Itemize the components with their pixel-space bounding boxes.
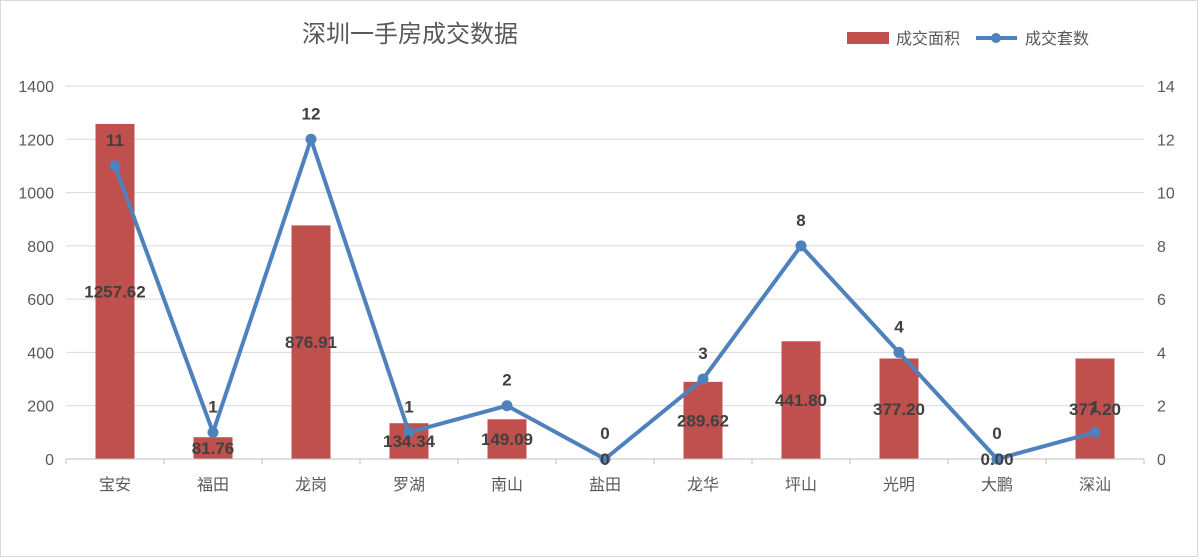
gridlines bbox=[66, 85, 1144, 460]
y-right-tick-label: 2 bbox=[1157, 399, 1166, 416]
line-series bbox=[109, 133, 1101, 465]
category-label: 宝安 bbox=[99, 475, 131, 494]
bar bbox=[1075, 358, 1115, 459]
line-data-label: 0 bbox=[600, 424, 609, 443]
bar-data-label: 876.91 bbox=[285, 333, 337, 352]
line-data-label: 8 bbox=[796, 211, 805, 230]
line-data-label: 4 bbox=[894, 317, 904, 336]
bar-data-label: 441.80 bbox=[775, 391, 827, 410]
y-left-tick-label: 0 bbox=[45, 452, 54, 469]
bar-data-label: 0.00 bbox=[980, 450, 1013, 469]
y-left-tick-label: 400 bbox=[27, 345, 54, 362]
legend-bar-swatch bbox=[847, 32, 889, 44]
category-label: 龙岗 bbox=[295, 475, 327, 494]
bar bbox=[683, 381, 723, 459]
category-label: 大鹏 bbox=[981, 475, 1013, 494]
line-point bbox=[109, 160, 121, 172]
category-label: 罗湖 bbox=[393, 475, 425, 494]
line-point bbox=[893, 346, 905, 358]
bar-data-label: 377.20 bbox=[873, 400, 925, 419]
chart-title: 深圳一手房成交数据 bbox=[302, 20, 518, 48]
y-left-tick-label: 1200 bbox=[18, 132, 54, 149]
line-data-label: 11 bbox=[106, 131, 124, 150]
category-label: 深汕 bbox=[1079, 475, 1111, 494]
bar-data-label: 289.62 bbox=[677, 411, 729, 430]
bar-data-label: 0 bbox=[600, 450, 609, 469]
line-data-label: 1 bbox=[404, 397, 413, 416]
bar-data-label: 1257.62 bbox=[84, 282, 145, 301]
bar-data-label: 149.09 bbox=[481, 430, 533, 449]
line-point bbox=[501, 400, 513, 412]
y-right-tick-label: 6 bbox=[1157, 292, 1166, 309]
bar bbox=[781, 341, 821, 459]
line-data-label: 2 bbox=[502, 371, 511, 390]
line-point bbox=[1089, 426, 1101, 438]
legend-line-label: 成交套数 bbox=[1025, 29, 1089, 48]
line-point bbox=[207, 426, 219, 438]
line-point bbox=[697, 373, 709, 385]
line-point bbox=[991, 453, 1003, 465]
y-right-tick-label: 8 bbox=[1157, 239, 1166, 256]
category-label: 南山 bbox=[491, 475, 523, 494]
bar bbox=[95, 123, 135, 460]
category-label: 龙华 bbox=[687, 475, 719, 494]
line-point bbox=[403, 426, 415, 438]
category-label: 福田 bbox=[197, 475, 229, 494]
category-label: 盐田 bbox=[589, 475, 621, 494]
line-data-label: 1 bbox=[1090, 397, 1099, 416]
line-point bbox=[305, 133, 317, 145]
legend: 成交面积 成交套数 bbox=[847, 29, 1089, 48]
line-data-label: 0 bbox=[992, 424, 1001, 443]
y-left-tick-label: 600 bbox=[27, 292, 54, 309]
y-left-tick-label: 1400 bbox=[18, 79, 54, 96]
category-label: 光明 bbox=[883, 475, 915, 494]
line-data-label: 3 bbox=[698, 344, 707, 363]
y-left-tick-label: 200 bbox=[27, 399, 54, 416]
bar-data-label: 377.20 bbox=[1069, 400, 1121, 419]
y-right-tick-label: 4 bbox=[1157, 345, 1166, 362]
legend-bar-label: 成交面积 bbox=[896, 29, 960, 48]
bar bbox=[291, 225, 331, 459]
y-right-tick-label: 10 bbox=[1157, 186, 1175, 203]
y-right-tick-label: 14 bbox=[1157, 79, 1175, 96]
y-left-tick-label: 800 bbox=[27, 239, 54, 256]
line-point bbox=[599, 453, 611, 465]
y-right-tick-label: 12 bbox=[1157, 132, 1175, 149]
data-labels: 1257.62 81.76 876.91 134.34 149.09 0 289.62 441… bbox=[84, 104, 1121, 469]
bar bbox=[879, 358, 919, 459]
line-data-label: 12 bbox=[302, 104, 321, 123]
category-label: 坪山 bbox=[785, 475, 817, 494]
line-data-label: 1 bbox=[208, 397, 217, 416]
bar-data-label: 134.34 bbox=[383, 432, 436, 451]
legend-line-marker bbox=[991, 33, 1001, 43]
bar bbox=[487, 419, 527, 459]
bar-series bbox=[95, 123, 1115, 460]
y-left-tick-label: 1000 bbox=[18, 186, 54, 203]
line-point bbox=[795, 240, 807, 252]
bar bbox=[193, 437, 233, 459]
bar-data-label: 81.76 bbox=[192, 439, 235, 458]
y-right-tick-label: 0 bbox=[1157, 452, 1166, 469]
